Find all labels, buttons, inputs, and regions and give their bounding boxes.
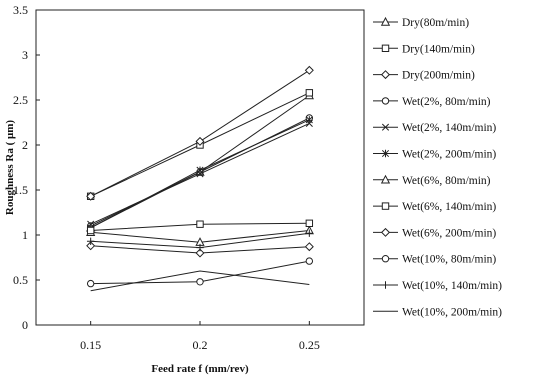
series-line (90, 69, 310, 197)
legend-item: Wet(6%, 80m/min) (373, 174, 491, 187)
legend-label: Dry(200m/min) (402, 70, 475, 82)
legend-label: Wet(6%, 200m/min) (402, 227, 496, 239)
series-10 (86, 257, 314, 288)
legend-label: Wet(6%, 80m/min) (402, 175, 491, 187)
legend-item: Wet(6%, 140m/min) (373, 201, 496, 213)
legend-swatch-marker (381, 44, 390, 52)
legend-item: Dry(140m/min) (373, 43, 475, 55)
data-point (196, 166, 204, 174)
y-tick-label: 3 (22, 48, 28, 62)
data-point (305, 116, 313, 124)
y-tick-label: 3.5 (13, 3, 28, 17)
data-point (195, 248, 205, 258)
x-axis-title: Feed rate f (mm/rev) (151, 363, 249, 375)
series-line (90, 95, 310, 229)
data-point (86, 279, 95, 288)
series-6 (87, 116, 313, 232)
legend-item: Wet(2%, 140m/min) (373, 122, 496, 134)
legend-swatch-marker (380, 227, 391, 237)
series-3 (86, 65, 314, 201)
data-point (196, 220, 204, 228)
legend-item: Wet(10%, 80m/min) (373, 254, 496, 266)
legend-swatch-marker (380, 70, 391, 80)
legend-item: Wet(10%, 140m/min) (373, 280, 502, 292)
x-tick-label: 0.2 (193, 338, 208, 352)
series-9 (86, 241, 314, 258)
plot-area: 0 0.5 1 1.5 2 2.5 3 3.5 0.15 0.2 0.25 (13, 3, 365, 352)
legend-swatch-marker (381, 149, 390, 158)
legend-swatch-marker (381, 123, 390, 131)
legend-label: Dry(80m/min) (402, 17, 469, 29)
data-point (195, 136, 205, 146)
data-point (305, 257, 314, 265)
data-point (305, 229, 314, 237)
axes: 0 0.5 1 1.5 2 2.5 3 3.5 0.15 0.2 0.25 (13, 3, 320, 352)
legend-swatch-marker (381, 281, 390, 289)
legend-swatch-marker (380, 174, 391, 184)
legend-label: Wet(10%, 140m/min) (402, 280, 502, 292)
legend-label: Wet(10%, 80m/min) (402, 254, 496, 266)
legend-item: Dry(80m/min) (373, 16, 469, 29)
y-tick-label: 0 (22, 318, 28, 332)
legend-item: Wet(6%, 200m/min) (373, 227, 496, 239)
data-point (86, 237, 95, 245)
data-point (305, 89, 314, 97)
series-line (90, 270, 310, 292)
legend-swatch-marker (381, 255, 390, 263)
legend-item: Wet(2%, 80m/min) (373, 96, 491, 108)
legend-label: Wet(10%, 200m/min) (402, 306, 502, 318)
y-axis-title: Roughness Ra ( μm) (4, 120, 16, 215)
x-tick-label: 0.15 (80, 338, 101, 352)
legend-label: Wet(2%, 200m/min) (402, 149, 496, 161)
y-tick-label: 2.5 (13, 93, 28, 107)
data-point (196, 278, 204, 286)
legend-label: Wet(6%, 140m/min) (402, 201, 496, 213)
legend-swatch-marker (381, 97, 390, 105)
x-tick-label: 0.25 (299, 338, 320, 352)
series-8 (86, 219, 314, 235)
legend-item: Dry(200m/min) (373, 70, 475, 82)
data-point (86, 191, 96, 201)
y-tick-label: 1.5 (13, 183, 28, 197)
legend: Dry(80m/min) Dry(140m/min) Dry(200m/min) We… (373, 16, 502, 318)
series-layer (86, 65, 314, 292)
legend-item: Wet(10%, 200m/min) (373, 306, 502, 318)
series-12 (90, 270, 310, 292)
data-point (86, 226, 95, 235)
series-11 (86, 229, 314, 252)
data-point (86, 241, 96, 251)
legend-item: Wet(2%, 200m/min) (373, 149, 496, 161)
data-point (304, 65, 314, 75)
data-point (196, 243, 204, 252)
legend-label: Wet(2%, 140m/min) (402, 122, 496, 134)
legend-swatch-marker (380, 16, 391, 26)
y-tick-label: 1 (22, 228, 28, 242)
data-point (304, 242, 314, 252)
legend-label: Wet(2%, 80m/min) (402, 96, 491, 108)
data-point (305, 219, 314, 228)
legend-swatch-marker (381, 202, 390, 210)
y-tick-label: 2 (22, 138, 28, 152)
legend-label: Dry(140m/min) (402, 43, 475, 55)
y-tick-label: 0.5 (13, 273, 28, 287)
